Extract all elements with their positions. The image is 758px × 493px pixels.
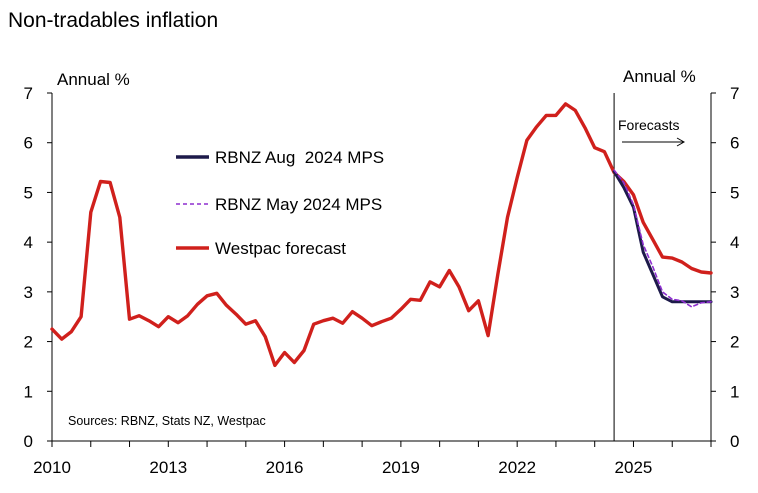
source-note: Sources: RBNZ, Stats NZ, Westpac <box>68 414 266 428</box>
x-tick-label: 2019 <box>382 458 420 477</box>
y-tick-label: 3 <box>24 283 33 302</box>
x-tick-labels: 2010 2013 2016 2019 2022 2025 <box>33 458 652 477</box>
x-tick-label: 2013 <box>149 458 187 477</box>
y-tick-label-right: 6 <box>730 134 739 153</box>
x-tick-label: 2016 <box>266 458 304 477</box>
series-line-rbnz-may-2024-mps <box>613 169 712 308</box>
y-tick-label: 7 <box>24 84 33 103</box>
chart-title: Non-tradables inflation <box>8 9 218 32</box>
y-tick-label: 5 <box>24 183 33 202</box>
right-y-tick-labels: 0 1 2 3 4 5 6 7 <box>730 84 739 451</box>
forecast-arrow <box>622 137 686 147</box>
legend: RBNZ Aug 2024 MPS RBNZ May 2024 MPS Westpa… <box>176 148 384 258</box>
legend-label: RBNZ May 2024 MPS <box>215 195 382 214</box>
y-tick-label-right: 0 <box>730 432 739 451</box>
forecast-label: Forecasts <box>618 117 679 133</box>
y-tick-label-right: 7 <box>730 84 739 103</box>
y-tick-label-right: 5 <box>730 183 739 202</box>
y-tick-label-right: 4 <box>730 233 739 252</box>
right-axis-label: Annual % <box>623 67 696 86</box>
axes <box>47 92 716 447</box>
left-y-tick-labels: 0 1 2 3 4 5 6 7 <box>24 84 33 451</box>
legend-label: Westpac forecast <box>215 239 346 258</box>
x-tick-label: 2010 <box>33 458 71 477</box>
series-line-westpac-forecast <box>50 102 713 368</box>
x-tick-label: 2022 <box>498 458 536 477</box>
y-tick-label-right: 2 <box>730 333 739 352</box>
y-tick-label-right: 1 <box>730 382 739 401</box>
y-tick-label: 2 <box>24 333 33 352</box>
y-tick-label: 0 <box>24 432 33 451</box>
y-tick-label: 4 <box>24 233 33 252</box>
y-tick-label: 6 <box>24 134 33 153</box>
left-axis-label: Annual % <box>57 70 130 89</box>
series-line-rbnz-aug-2024-mps <box>612 170 713 304</box>
y-tick-label-right: 3 <box>730 283 739 302</box>
series-lines <box>50 102 713 368</box>
legend-label: RBNZ Aug 2024 MPS <box>215 148 384 167</box>
y-tick-label: 1 <box>24 382 33 401</box>
x-tick-label: 2025 <box>615 458 653 477</box>
